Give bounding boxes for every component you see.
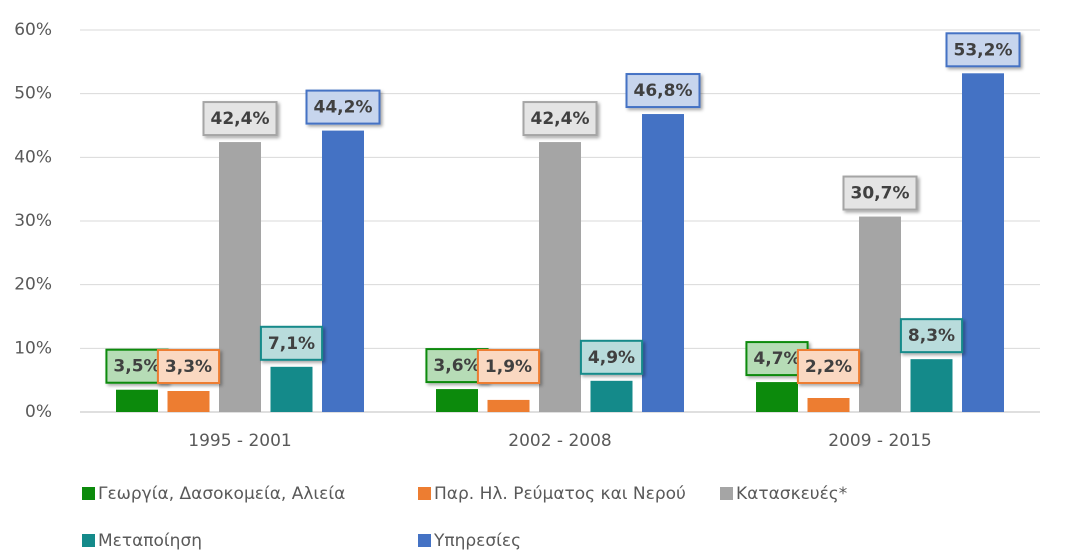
data-label-box — [305, 89, 381, 125]
y-tick-label: 60% — [14, 20, 52, 40]
data-label-box — [579, 339, 644, 375]
data-label-box — [476, 349, 541, 384]
legend-label: Παρ. Ηλ. Ρεύματος και Νερού — [434, 484, 686, 504]
data-label-box — [945, 32, 1021, 68]
data-label: 4,9% — [579, 339, 644, 375]
data-label-text: 4,9% — [588, 348, 635, 368]
data-label-text: 44,2% — [314, 98, 373, 118]
data-label-text: 7,1% — [268, 334, 315, 354]
data-label: 42,4% — [202, 101, 278, 137]
legend-swatch — [82, 534, 95, 547]
data-label-text: 4,7% — [753, 349, 800, 369]
legend-label: Μεταποίηση — [98, 531, 202, 551]
bar — [807, 397, 850, 412]
x-tick-label: 2002 - 2008 — [508, 431, 611, 451]
bar — [219, 142, 261, 412]
data-label-box — [625, 73, 701, 109]
data-label-box — [899, 318, 964, 354]
data-label: 46,8% — [625, 73, 701, 109]
y-tick-label: 40% — [14, 147, 52, 167]
data-label: 3,3% — [156, 349, 221, 384]
data-label-box — [796, 349, 861, 384]
data-label-text: 46,8% — [634, 81, 693, 101]
y-tick-label: 10% — [14, 338, 52, 358]
bar — [642, 114, 684, 412]
bar — [910, 359, 953, 412]
bar — [487, 399, 530, 412]
x-tick-label: 2009 - 2015 — [828, 431, 931, 451]
bar — [756, 382, 798, 412]
data-label-text: 30,7% — [851, 184, 910, 204]
bar — [116, 389, 158, 412]
y-tick-label: 30% — [14, 211, 52, 231]
data-label-text: 53,2% — [954, 40, 1013, 60]
data-label-text: 1,9% — [485, 357, 532, 377]
data-label: 2,2% — [796, 349, 861, 384]
x-tick-label: 1995 - 2001 — [188, 431, 291, 451]
data-label-box — [202, 101, 278, 137]
legend-label: Γεωργία, Δασοκομεία, Αλιεία — [98, 484, 345, 504]
data-label: 53,2% — [945, 32, 1021, 68]
bar — [962, 73, 1004, 412]
legend-swatch — [720, 487, 733, 500]
legend-label: Κατασκευές* — [736, 484, 847, 504]
data-label-text: 2,2% — [805, 357, 852, 377]
data-label-box — [156, 349, 221, 384]
data-label-box — [522, 101, 598, 137]
data-label-text: 3,6% — [433, 356, 480, 376]
bar — [590, 380, 633, 412]
data-label-box — [259, 325, 324, 361]
bar — [859, 216, 901, 412]
data-label: 1,9% — [476, 349, 541, 384]
bar — [167, 390, 210, 412]
data-label: 42,4% — [522, 101, 598, 137]
data-label-text: 42,4% — [531, 109, 590, 129]
y-tick-label: 50% — [14, 84, 52, 104]
data-label-text: 3,5% — [113, 357, 160, 377]
data-label-text: 8,3% — [908, 326, 955, 346]
bar — [436, 389, 478, 412]
data-label: 30,7% — [842, 175, 918, 211]
data-label-text: 42,4% — [211, 109, 270, 129]
y-tick-label: 0% — [25, 402, 52, 422]
legend-swatch — [418, 487, 431, 500]
y-tick-label: 20% — [14, 275, 52, 295]
data-label: 8,3% — [899, 318, 964, 354]
data-label: 44,2% — [305, 89, 381, 125]
bar — [539, 142, 581, 412]
data-label: 7,1% — [259, 325, 324, 361]
legend-swatch — [82, 487, 95, 500]
bar — [322, 130, 364, 413]
data-label-text: 3,3% — [165, 357, 212, 377]
legend-swatch — [418, 534, 431, 547]
bar — [270, 366, 313, 412]
data-label-box — [842, 175, 918, 211]
legend-label: Υπηρεσίες — [433, 531, 521, 551]
